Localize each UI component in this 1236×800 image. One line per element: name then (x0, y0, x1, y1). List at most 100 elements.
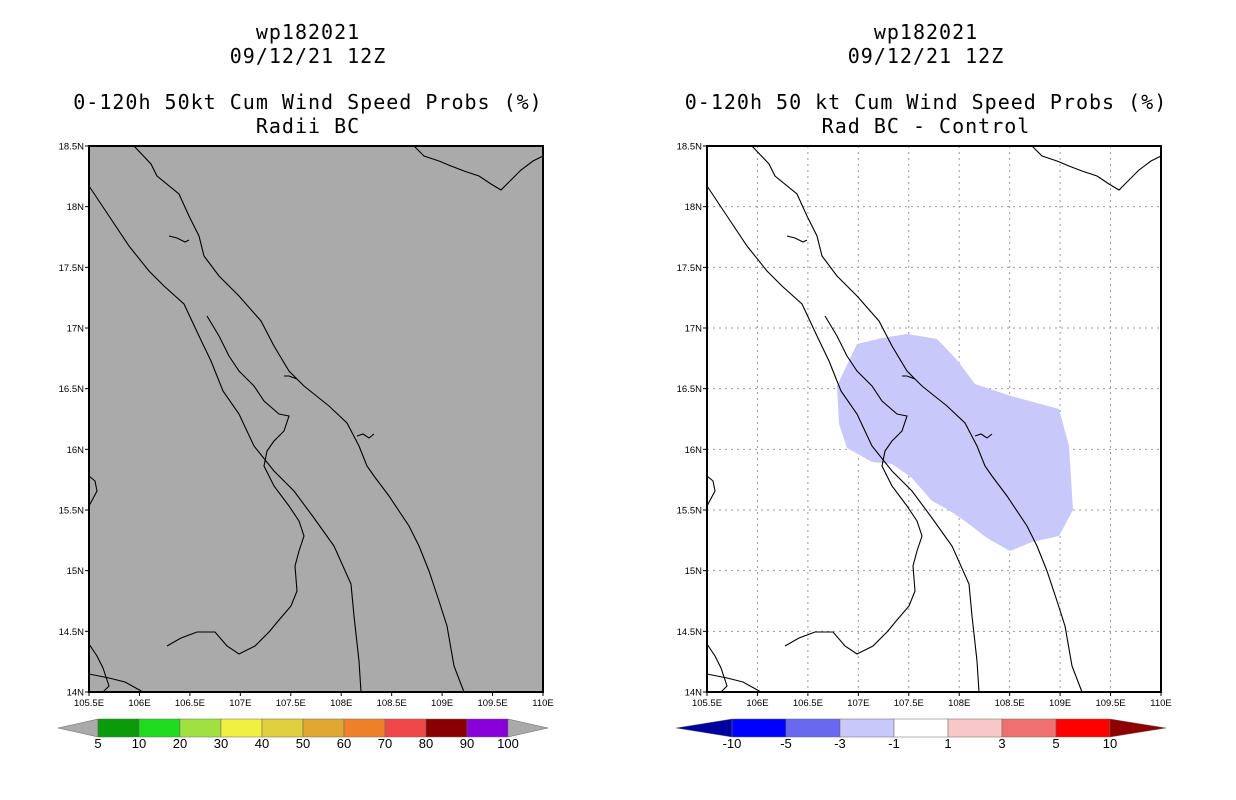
right-title: wp182021 09/12/21 12Z 0-120h 50 kt Cum W… (626, 20, 1226, 138)
left-colorbar-label: 100 (497, 736, 519, 751)
right-title-line-3: 0-120h 50 kt Cum Wind Speed Probs (%) (684, 90, 1168, 114)
right-lat-label: 16.5N (677, 384, 702, 395)
right-lon-label: 107E (847, 698, 869, 709)
left-lon-label: 109E (431, 698, 453, 709)
right-lon-label: 109E (1049, 698, 1071, 709)
left-lon-label: 107E (229, 698, 251, 709)
left-coastline (413, 145, 544, 191)
right-title-line-2: 09/12/21 12Z (847, 44, 1005, 68)
right-colorbar-triangle-high (1109, 718, 1167, 738)
right-lon-label: 108E (948, 698, 970, 709)
right-colorbar-segment (947, 718, 1003, 738)
left-colorbar-triangle-low (57, 718, 99, 738)
right-coastline (706, 475, 716, 507)
left-colorbar-label: 10 (132, 736, 146, 751)
right-coastline (1031, 145, 1162, 191)
left-title-line-2: 09/12/21 12Z (229, 44, 387, 68)
left-lat-label: 16.5N (59, 384, 84, 395)
left-lat-label: 14.5N (59, 627, 84, 638)
left-coastline (88, 643, 110, 693)
left-colorbar-label: 90 (460, 736, 474, 751)
right-lat-label: 14.5N (677, 627, 702, 638)
left-coastline (168, 235, 190, 243)
right-coastline (974, 433, 993, 439)
left-title-line-1: wp182021 (255, 20, 361, 44)
right-lat-label: 17N (685, 324, 703, 335)
left-colorbar-label: 50 (296, 736, 310, 751)
left-colorbar-segment (343, 718, 386, 738)
right-lat-label: 14N (685, 688, 703, 699)
right-colorbar-label: 5 (1052, 736, 1059, 751)
left-lon-label: 106.5E (175, 698, 205, 709)
right-lat-label: 16N (685, 445, 703, 456)
right-coastline (706, 185, 980, 693)
left-lat-label: 14N (67, 688, 85, 699)
left-coastline (284, 375, 298, 380)
right-map-area (706, 145, 1162, 693)
left-lat-label: 18N (67, 202, 85, 213)
left-lon-label: 108E (330, 698, 352, 709)
left-lon-label: 109.5E (477, 698, 507, 709)
right-colorbar-segment (839, 718, 895, 738)
left-title: wp182021 09/12/21 12Z 0-120h 50kt Cum Wi… (8, 20, 608, 138)
right-lon-label: 110E (1150, 698, 1171, 709)
right-colorbar-label: 10 (1103, 736, 1117, 751)
left-colorbar-segment (302, 718, 345, 738)
left-coastline (133, 145, 465, 693)
left-colorbar-segment (138, 718, 181, 738)
right-colorbar-segment (893, 718, 949, 738)
left-lon-label: 106E (128, 698, 150, 709)
left-lon-label: 110E (532, 698, 553, 709)
right-colorbar: -10 -5 -3 -1 1 3 5 10 (675, 718, 1167, 751)
left-coastline (166, 315, 305, 655)
left-coastline (356, 433, 375, 439)
left-coastline (88, 475, 98, 507)
right-colorbar-label: -3 (834, 736, 846, 751)
right-colorbar-triangle-low (675, 718, 733, 738)
right-title-line-4: Rad BC - Control (821, 114, 1031, 138)
left-colorbar-triangle-high (507, 718, 549, 738)
left-colorbar-segment (384, 718, 427, 738)
left-lat-label: 16N (67, 445, 85, 456)
left-colorbar-segment (97, 718, 140, 738)
left-map-frame (88, 145, 544, 693)
left-title-line-3: 0-120h 50kt Cum Wind Speed Probs (%) (73, 90, 543, 114)
right-colorbar-label: -1 (888, 736, 900, 751)
right-coastline (784, 315, 923, 655)
right-lat-label: 18N (685, 202, 703, 213)
left-colorbar-label: 5 (94, 736, 101, 751)
left-lat-label: 18.5N (59, 142, 84, 153)
right-lat-label: 17.5N (677, 263, 702, 274)
left-colorbar-segment (261, 718, 304, 738)
right-coastline (786, 235, 808, 243)
left-colorbar-label: 30 (214, 736, 228, 751)
left-colorbar-segment (425, 718, 468, 738)
right-colorbar-segment (785, 718, 841, 738)
right-coastline (706, 643, 728, 693)
left-title-line-4: Radii BC (255, 114, 361, 138)
right-lon-label: 105.5E (692, 698, 722, 709)
left-colorbar-segment (179, 718, 222, 738)
left-lat-label: 15N (67, 566, 85, 577)
right-lat-label: 18.5N (677, 142, 702, 153)
left-colorbar-segment (220, 718, 263, 738)
right-probability-difference-region (837, 334, 1073, 551)
right-lat-label: 15.5N (677, 506, 702, 517)
left-lon-label: 108.5E (377, 698, 407, 709)
right-colorbar-label: 1 (944, 736, 951, 751)
right-colorbar-segment (731, 718, 787, 738)
left-lat-label: 17N (67, 324, 85, 335)
left-colorbar-label: 20 (173, 736, 187, 751)
right-coastline (751, 145, 1083, 693)
left-lat-label: 17.5N (59, 263, 84, 274)
right-colorbar-label: 3 (998, 736, 1005, 751)
right-lon-label: 106.5E (793, 698, 823, 709)
left-colorbar-segment (466, 718, 509, 738)
left-colorbar-label: 40 (255, 736, 269, 751)
right-lon-label: 109.5E (1095, 698, 1125, 709)
left-map-background (89, 146, 543, 692)
left-colorbar-label: 80 (419, 736, 433, 751)
left-map-area (88, 145, 544, 693)
left-lon-label: 105.5E (74, 698, 104, 709)
